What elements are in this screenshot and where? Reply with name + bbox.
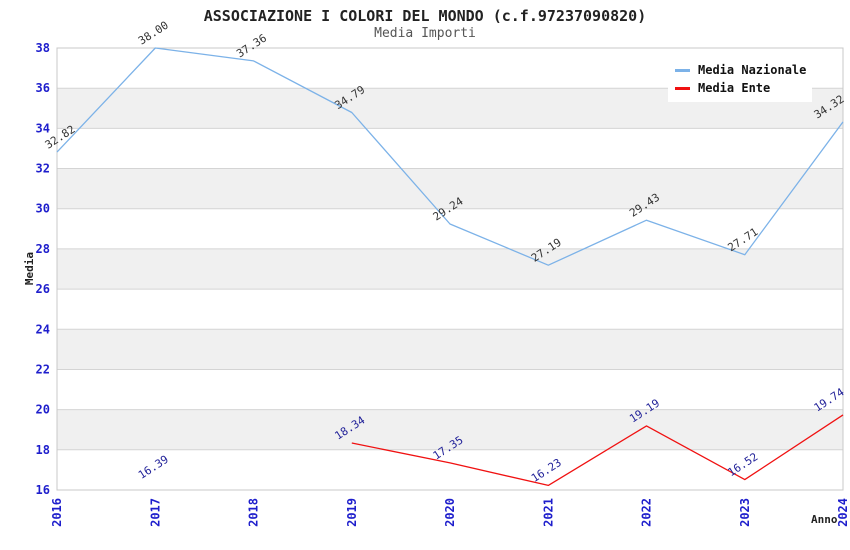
- y-tick-label: 28: [36, 242, 50, 256]
- x-tick-label: 2016: [50, 498, 64, 527]
- chart-subtitle: Media Importi: [374, 26, 476, 41]
- y-tick-label: 18: [36, 443, 50, 457]
- y-tick-label: 26: [36, 282, 50, 296]
- series-line-media-ente: [351, 414, 844, 487]
- y-tick-label: 36: [36, 81, 50, 95]
- y-tick-label: 20: [36, 403, 50, 417]
- y-tick-label: 38: [36, 41, 50, 55]
- media-nazionale-line-swatch: [675, 68, 690, 72]
- x-tick-label: 2018: [247, 498, 261, 527]
- plot-band: [57, 289, 843, 330]
- x-tick-label: 2022: [640, 498, 654, 527]
- plot-band: [57, 128, 843, 169]
- y-axis-title: Media: [23, 251, 37, 286]
- plot-band: [57, 409, 843, 450]
- x-tick-label: 2023: [738, 498, 752, 527]
- plot-border: [56, 47, 844, 491]
- plot-band: [57, 449, 843, 490]
- y-tick-label: 16: [36, 483, 50, 497]
- x-tick-label: 2024: [836, 498, 850, 527]
- y-tick-label: 22: [36, 363, 50, 377]
- x-tick-label: 2017: [148, 498, 162, 527]
- series-line-media-nazionale: [56, 47, 844, 266]
- data-label-media-nazionale: 38.00: [136, 19, 171, 48]
- legend-item-media-ente: Media Ente: [675, 79, 808, 97]
- plot-band: [57, 208, 843, 249]
- legend-label-media-nazionale: Media Nazionale: [698, 63, 807, 77]
- legend: Media Nazionale Media Ente: [668, 56, 812, 102]
- x-tick-label: 2019: [345, 498, 359, 527]
- plot-band: [57, 168, 843, 209]
- y-tick-label: 34: [36, 121, 50, 135]
- legend-item-media-nazionale: Media Nazionale: [675, 61, 808, 79]
- x-tick-label: 2020: [443, 498, 457, 527]
- y-tick-label: 30: [36, 202, 50, 216]
- y-tick-label: 24: [36, 322, 50, 336]
- x-tick-label: 2021: [541, 498, 555, 527]
- plot-band: [57, 248, 843, 290]
- y-tick-label: 32: [36, 162, 50, 176]
- x-axis-title: Anno: [811, 513, 838, 526]
- legend-label-media-ente: Media Ente: [698, 81, 771, 95]
- chart-title: ASSOCIAZIONE I COLORI DEL MONDO (c.f.972…: [203, 7, 647, 25]
- plot-band: [57, 369, 843, 410]
- media-ente-line-swatch: [675, 86, 690, 90]
- plot-band: [57, 329, 843, 370]
